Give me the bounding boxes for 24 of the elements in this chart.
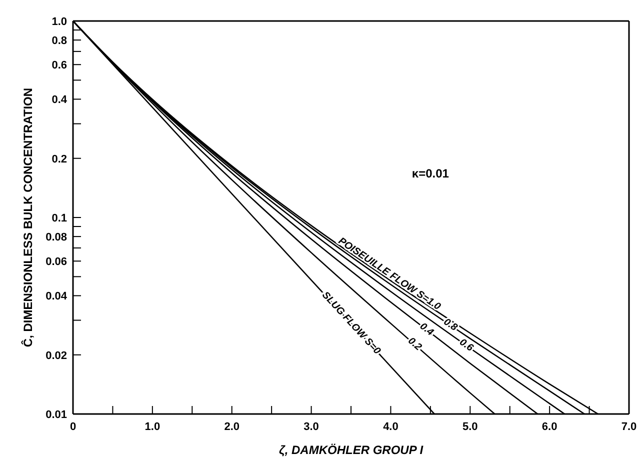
x-tick-label: 3.0 [304,420,319,433]
x-tick-label: 4.0 [383,420,398,433]
y-tick-label: 0.8 [52,34,67,47]
y-tick-label: 0.02 [46,350,67,362]
x-tick-label: 5.0 [462,420,478,433]
x-tick-label: 6.0 [542,420,558,433]
x-tick-label: 2.0 [224,420,240,433]
x-tick-label: 0 [70,420,76,433]
y-tick-label: 0.06 [46,256,67,268]
y-tick-label: 0.08 [46,231,67,244]
y-tick-label: 0.04 [46,290,68,303]
y-tick-label: 0.4 [52,94,68,106]
x-axis-title: ζ, DAMKÖHLER GROUP I [278,443,424,457]
text: 0.6 [457,336,476,354]
y-axis-title: Ĉ, DIMENSIONLESS BULK CONCENTRATION [21,88,35,348]
y-tick-label: 0.2 [52,153,67,166]
y-tick-label: 0.1 [52,212,67,224]
text: 0.2 [406,336,424,354]
y-tick-label: 0.01 [46,408,67,421]
x-tick-label: 1.0 [144,420,160,433]
x-tick-label: 7.0 [621,420,637,433]
y-tick-label: 0.6 [52,60,67,72]
y-tick-label: 1.0 [52,16,67,28]
annotation: κ=0.01 [412,166,450,180]
